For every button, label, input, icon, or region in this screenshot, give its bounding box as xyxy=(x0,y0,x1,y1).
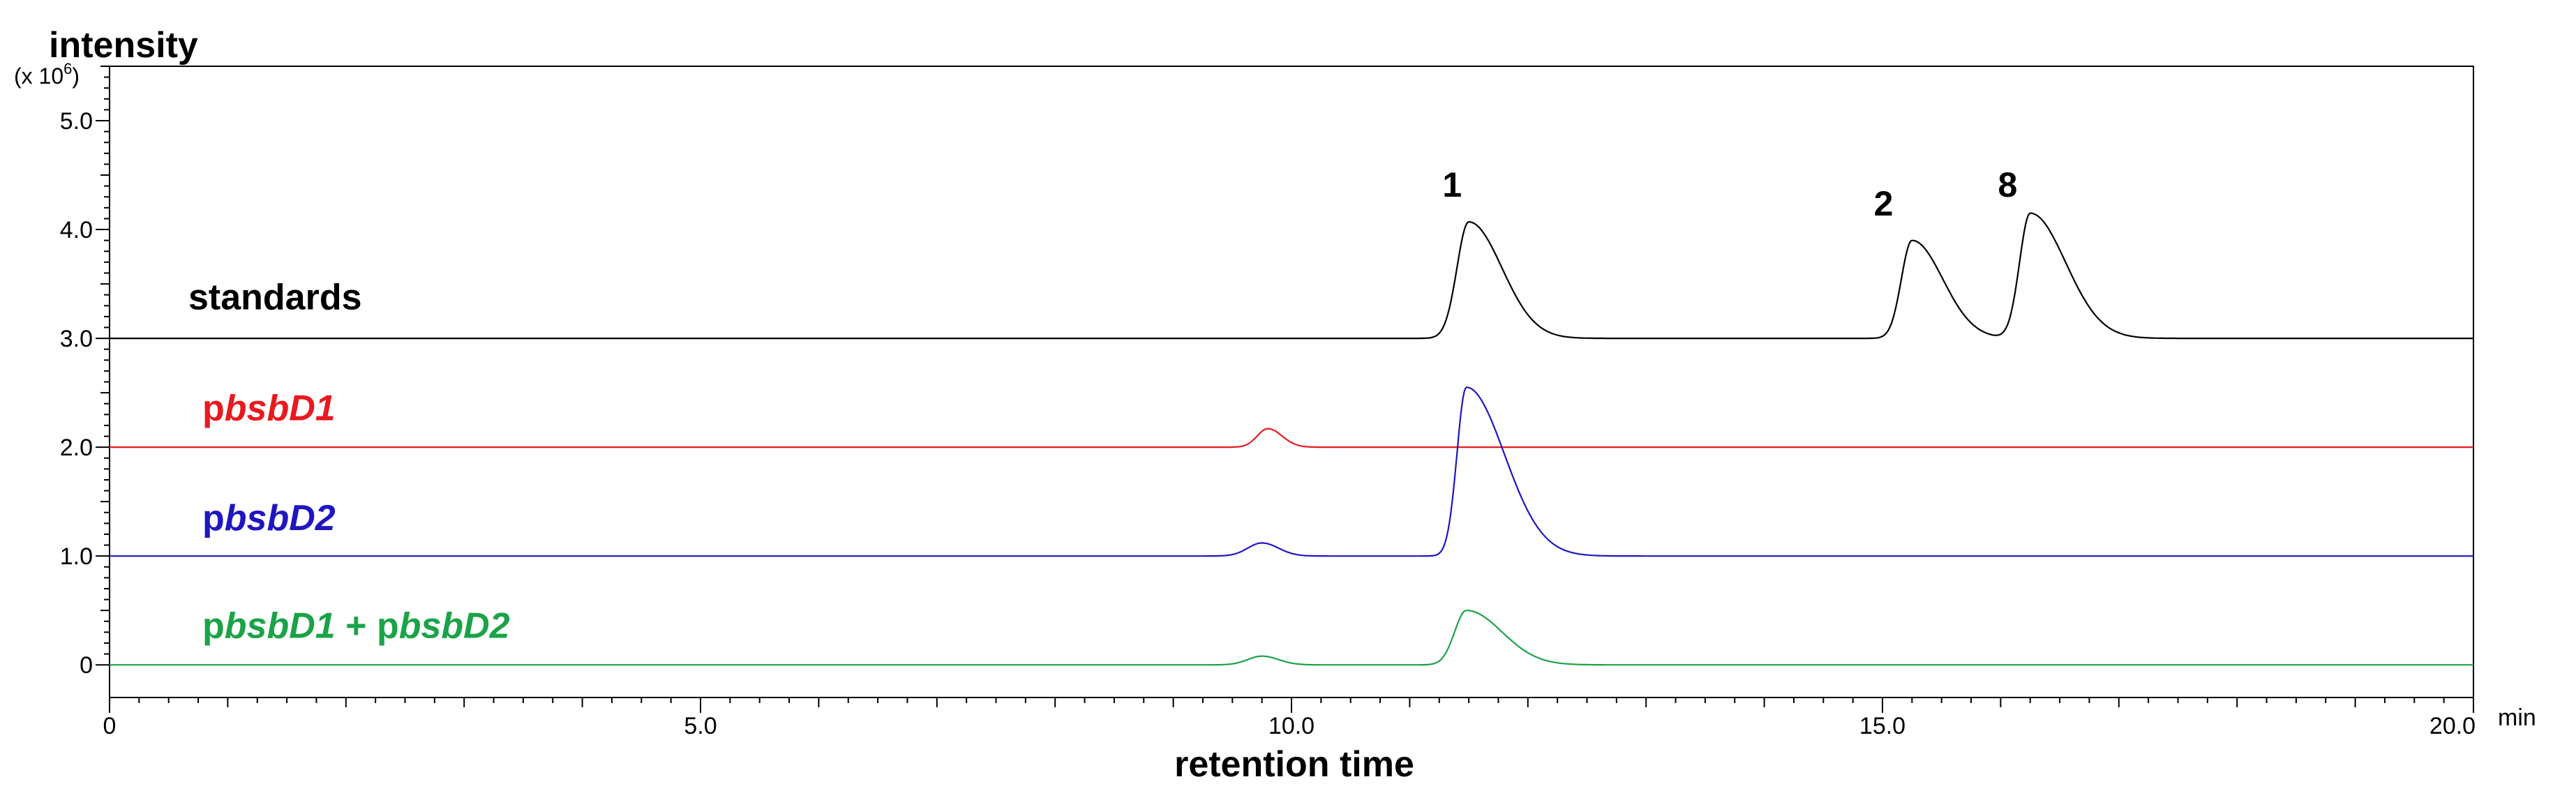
trace-label-part: + p xyxy=(336,606,399,647)
y-axis-title: intensity xyxy=(49,25,198,66)
y-tick-label: 4.0 xyxy=(60,217,93,243)
x-tick-label: 10.0 xyxy=(1268,713,1315,739)
trace-label-part: bsbD2 xyxy=(399,606,510,647)
trace-label-part: standards xyxy=(188,277,362,317)
trace-4 xyxy=(110,610,2473,666)
x-tick-label: 0 xyxy=(103,713,117,739)
y-tick-label: 1.0 xyxy=(60,543,93,570)
peak-label: 8 xyxy=(1998,165,2017,204)
trace-label-4: pbsbD1 + pbsbD2 xyxy=(202,606,510,647)
trace-label-2: pbsbD1 xyxy=(202,388,336,428)
axes: 0 1.0 2.0 3.0 4.0 5.0 0 5.0 10.0 15.0 20.0 xyxy=(60,66,2476,739)
trace-1 xyxy=(110,212,2473,340)
y-tick-label: 2.0 xyxy=(60,435,93,461)
peak-annotations: 1 2 8 xyxy=(1442,165,2017,223)
y-tick-label: 3.0 xyxy=(60,326,93,352)
x-tick-label: 15.0 xyxy=(1859,713,1905,739)
traces xyxy=(110,212,2473,666)
trace-2 xyxy=(110,428,2473,448)
trace-label-3: pbsbD2 xyxy=(202,498,336,538)
plot-frame xyxy=(109,66,2474,698)
trace-label-1: standards xyxy=(188,277,362,317)
y-unit-exponent: 6 xyxy=(63,60,72,77)
y-axis-unit: (x 106) xyxy=(14,60,80,89)
x-tick-label: 5.0 xyxy=(684,713,717,739)
trace-label-part: bsbD1 xyxy=(225,606,336,647)
y-tick-label: 0 xyxy=(80,652,93,679)
peak-label: 1 xyxy=(1442,165,1462,204)
x-axis-unit: min xyxy=(2498,704,2536,731)
trace-label-part: p xyxy=(202,498,225,538)
x-axis-title: retention time xyxy=(1174,744,1414,785)
y-unit-suffix: ) xyxy=(72,63,80,89)
peak-label: 2 xyxy=(1874,184,1894,223)
x-tick-label: 20.0 xyxy=(2429,713,2476,739)
y-unit-prefix: (x 10 xyxy=(14,63,63,89)
trace-label-part: bsbD2 xyxy=(225,498,336,538)
trace-label-part: bsbD1 xyxy=(225,388,336,428)
trace-label-part: p xyxy=(202,388,225,428)
trace-3 xyxy=(110,386,2473,557)
trace-label-part: p xyxy=(202,606,225,647)
y-tick-label: 5.0 xyxy=(60,108,93,135)
